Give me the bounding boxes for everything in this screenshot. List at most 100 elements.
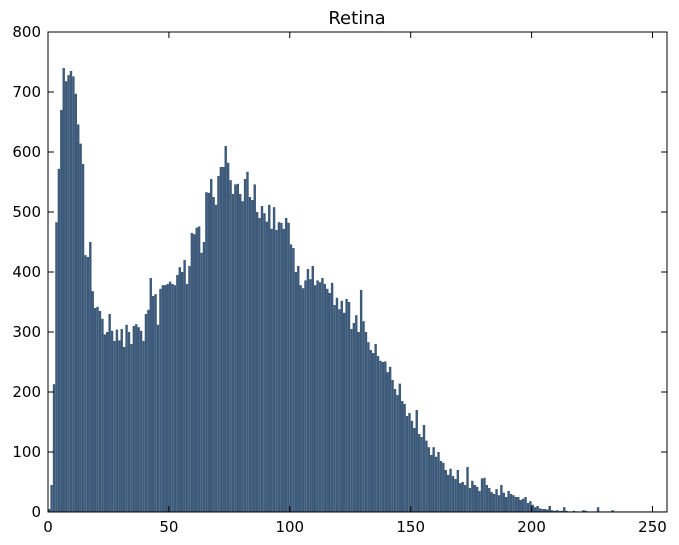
histogram-bar (364, 332, 368, 512)
histogram-bar (120, 329, 123, 512)
histogram-bar (565, 510, 568, 512)
histogram-bar (333, 305, 336, 512)
y-tick-label: 700 (12, 83, 41, 101)
histogram-bar (81, 164, 85, 512)
histogram-bar (611, 510, 614, 512)
histogram-bar (507, 491, 510, 512)
histogram-bar (284, 218, 288, 512)
histogram-bar (270, 228, 273, 513)
histogram-bar (292, 248, 295, 512)
histogram-bar (321, 278, 324, 512)
histogram-bar (512, 495, 515, 512)
histogram-bar (210, 179, 213, 512)
histogram-bar (357, 332, 360, 512)
histogram-bar (596, 507, 600, 512)
histogram-bar (287, 222, 290, 513)
histogram-bar (367, 342, 370, 512)
histogram-bar (372, 353, 375, 512)
y-tick-label: 100 (12, 443, 41, 461)
histogram-bar (156, 324, 160, 512)
histogram-bar (168, 281, 172, 512)
histogram-bar (139, 330, 143, 512)
histogram-bar (246, 171, 249, 513)
histogram-bar (362, 321, 365, 512)
histogram-bar (207, 192, 211, 513)
histogram-bar (67, 75, 70, 512)
histogram-bar (205, 192, 208, 512)
histogram-bar (572, 510, 576, 512)
histogram-bar (521, 498, 525, 512)
histogram-bar (89, 242, 92, 512)
histogram-bar (277, 222, 281, 512)
histogram-bar (226, 162, 230, 513)
histogram-bar (282, 228, 285, 513)
histogram-bar (405, 416, 409, 512)
histogram-bar (386, 372, 389, 512)
histogram-bar (272, 207, 276, 512)
histogram-bar (359, 290, 363, 512)
histogram-bar (183, 260, 186, 512)
histogram-bar (384, 361, 387, 512)
histogram-bar (217, 176, 220, 512)
histogram-bar (188, 266, 191, 512)
histogram-bar (463, 485, 467, 512)
histogram-bar (485, 485, 489, 512)
histogram-bar (514, 497, 518, 512)
histogram-bar (471, 480, 474, 512)
histogram-bar (154, 294, 157, 512)
histogram-bar (294, 272, 298, 512)
histogram-bar (84, 255, 87, 512)
histogram-bar (495, 489, 498, 512)
histogram-bar (77, 124, 80, 513)
histogram-bar (103, 334, 107, 512)
histogram-bar (243, 179, 247, 512)
histogram-bar (171, 284, 174, 512)
histogram-bar (398, 383, 402, 512)
x-tick-label: 50 (159, 518, 178, 536)
histogram-bar (374, 344, 377, 512)
histogram-bar (241, 201, 244, 512)
histogram-bar (558, 510, 561, 512)
histogram-bar (543, 509, 547, 512)
histogram-bar (355, 315, 358, 512)
histogram-bar (326, 288, 329, 512)
histogram-bar (548, 506, 551, 512)
histogram-bar (229, 180, 232, 512)
histogram-bar (475, 486, 479, 512)
histogram-bar (98, 311, 102, 512)
histogram-bar (248, 197, 252, 512)
histogram-bar (396, 395, 399, 512)
histogram-bar (185, 284, 189, 512)
histogram-bar (483, 477, 486, 512)
histogram-bar (553, 510, 556, 512)
histogram-bar (550, 510, 554, 512)
histogram-bar (381, 362, 385, 512)
histogram-bar (236, 183, 240, 513)
histogram-bar (197, 226, 201, 512)
histogram-bar (347, 302, 351, 512)
histogram-bar (275, 230, 278, 512)
histogram-bar (473, 485, 476, 512)
histogram-bar (263, 213, 266, 512)
histogram-bar (214, 204, 218, 513)
histogram-bar (234, 184, 237, 512)
histogram-bar (280, 222, 283, 513)
histogram-bar (304, 280, 307, 512)
histogram-bar (342, 312, 346, 512)
histogram-bar (202, 242, 206, 512)
histogram-bar (318, 282, 322, 512)
histogram-bar (193, 234, 196, 512)
histogram-bar (546, 509, 549, 512)
histogram-bar (64, 81, 68, 512)
histogram-bar (190, 233, 194, 512)
histogram-bar (122, 347, 126, 512)
histogram-bar (62, 68, 65, 512)
histogram-bar (451, 476, 455, 512)
y-tick-label: 400 (12, 263, 41, 281)
histogram-bar (369, 350, 373, 512)
histogram-bar (309, 279, 312, 512)
histogram-bar (338, 309, 341, 512)
y-tick-label: 500 (12, 203, 41, 221)
histogram-bar (289, 244, 293, 512)
histogram-bar (178, 267, 181, 512)
